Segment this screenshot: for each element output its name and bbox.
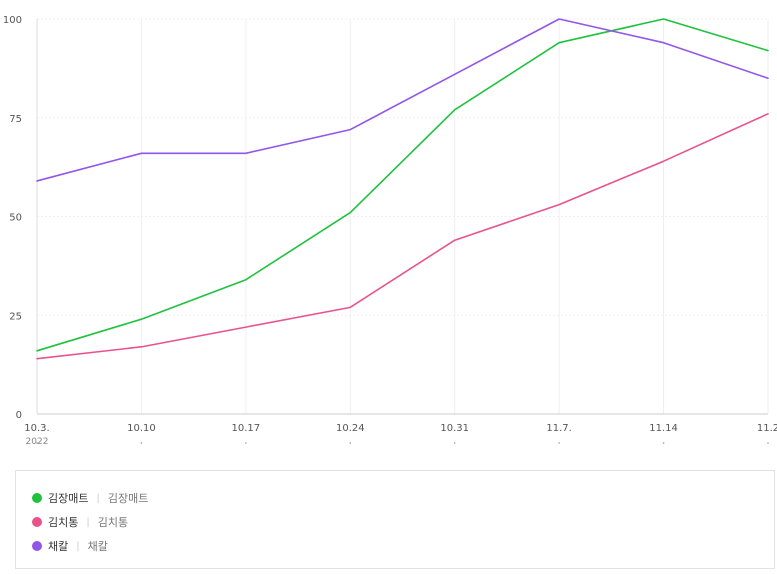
x-tick-label: 11.7. xyxy=(546,423,571,434)
legend-separator: | xyxy=(96,492,100,504)
chart-series xyxy=(36,18,769,360)
x-tick-label: 10.3. xyxy=(24,423,49,434)
line-chart: 0 25 50 75 100 2022 10.3. 10.10 10.17 10.24 10.3… xyxy=(3,15,777,447)
x-tick-dot xyxy=(453,442,456,444)
legend-item-sub: 채칼 xyxy=(87,540,108,553)
x-tick-label: 11.14 xyxy=(649,423,678,434)
legend-item-slicer[interactable]: 채칼 | 채칼 xyxy=(32,534,774,558)
legend-item-sub: 김치통 xyxy=(97,516,129,529)
x-axis-year-label: 2022 xyxy=(26,437,49,447)
chart-grid xyxy=(36,18,769,415)
y-tick-label: 50 xyxy=(9,213,22,224)
legend-separator: | xyxy=(76,540,80,552)
x-tick-dot xyxy=(349,442,352,444)
legend-item-sub: 김장매트 xyxy=(107,492,149,505)
legend-item-kimjang-mat[interactable]: 김장매트 | 김장매트 xyxy=(32,486,774,510)
x-tick-label: 10.10 xyxy=(127,423,156,434)
legend-item-name: 김장매트 xyxy=(48,492,89,505)
x-tick-label: 10.24 xyxy=(336,423,365,434)
x-tick-dot xyxy=(245,442,247,444)
y-tick-label: 75 xyxy=(9,114,22,125)
legend-separator: | xyxy=(86,516,90,528)
legend-dot-icon xyxy=(32,541,42,551)
x-tick-dot xyxy=(558,442,560,444)
x-tick-dot xyxy=(662,442,665,444)
legend-item-name: 채칼 xyxy=(48,540,69,553)
x-tick-label: 10.17 xyxy=(232,423,261,434)
x-tick-dot xyxy=(767,442,769,444)
x-tick-label: 11.2 xyxy=(757,423,777,434)
y-tick-label: 0 xyxy=(16,410,22,421)
series-line-1[interactable] xyxy=(36,113,769,360)
y-axis: 0 25 50 75 100 xyxy=(3,15,22,421)
x-tick-dot xyxy=(36,442,38,444)
legend-dot-icon xyxy=(32,517,42,527)
series-line-0[interactable] xyxy=(36,18,769,352)
series-line-2[interactable] xyxy=(36,18,769,182)
legend-dot-icon xyxy=(32,493,42,503)
x-tick-dot xyxy=(140,442,143,444)
x-axis: 2022 10.3. 10.10 10.17 10.24 10.31 11.7. 11.14… xyxy=(24,423,777,447)
legend-item-kimchi-container[interactable]: 김치통 | 김치통 xyxy=(32,510,774,534)
legend-item-name: 김치통 xyxy=(48,516,79,529)
chart-legend: 김장매트 | 김장매트 김치통 | 김치통 채칼 | 채칼 xyxy=(15,470,775,569)
y-tick-label: 25 xyxy=(9,311,22,322)
y-tick-label: 100 xyxy=(3,15,22,26)
x-tick-label: 10.31 xyxy=(440,423,469,434)
